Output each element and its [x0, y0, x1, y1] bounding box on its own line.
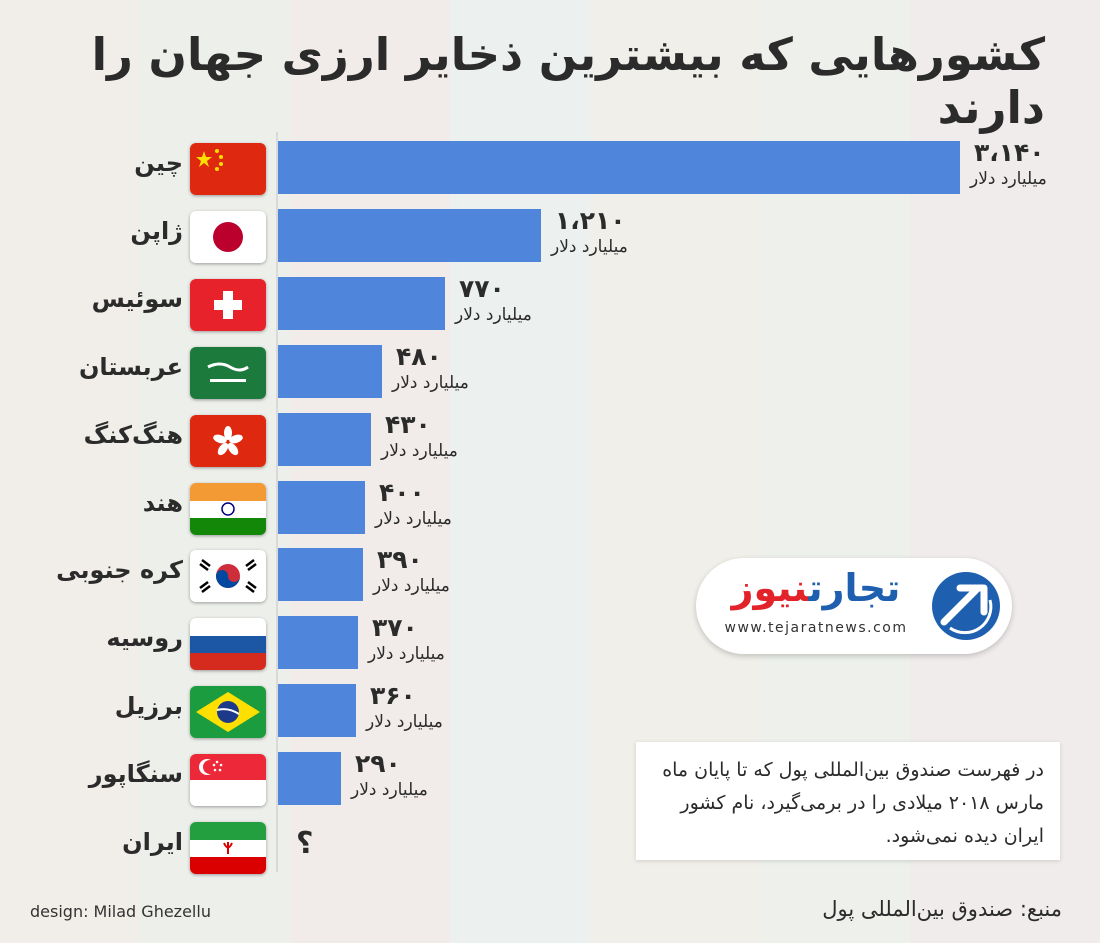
bar — [278, 548, 363, 602]
bar — [278, 412, 371, 466]
design-credit: design: Milad Ghezellu — [30, 902, 211, 921]
unit-label: میلیارد دلار — [375, 508, 452, 529]
data-label: ۷۷۰ — [459, 273, 505, 303]
india-flag — [190, 482, 266, 535]
unit-label: میلیارد دلار — [381, 440, 458, 461]
south-korea-flag — [190, 550, 266, 603]
tejarat-arrow-logo-icon — [932, 572, 1000, 640]
chart-row: روسیه ۳۷۰ میلیارد دلار — [0, 613, 1100, 672]
data-label: ۳۶۰ — [370, 681, 416, 711]
chart-row: برزیل ۳۶۰ میلیارد دلار — [0, 681, 1100, 740]
chart-row: سوئیس ۷۷۰ میلیارد دلار — [0, 273, 1100, 333]
logo-brand: تجارتنیوز — [712, 566, 920, 610]
bar — [278, 344, 382, 398]
chart-row: کره جنوبی ۳۹۰ میلیارد دلار — [0, 545, 1100, 604]
bar — [278, 684, 356, 738]
unknown-value-label: ؟ — [296, 826, 314, 861]
note-text: در فهرست صندوق بین‌المللی پول که تا پایا… — [662, 759, 1044, 847]
chart-row: سنگاپور ۲۹۰ میلیارد دلار — [0, 749, 1100, 808]
china-flag — [190, 143, 266, 195]
bar — [278, 208, 541, 262]
chart-row: هند ۴۰۰ میلیارد دلار — [0, 477, 1100, 537]
logo-url: www.tejaratnews.com — [724, 620, 908, 636]
category-label: کره جنوبی — [56, 556, 183, 585]
page-title: کشورهایی که بیشترین ذخایر ارزی جهان را د… — [91, 28, 1046, 134]
data-label: ۴۸۰ — [396, 341, 442, 371]
source-text: منبع: صندوق بین‌المللی پول — [822, 897, 1062, 921]
data-label: ۱،۲۱۰ — [555, 205, 626, 235]
unit-label: میلیارد دلار — [392, 372, 469, 393]
category-label: هند — [142, 488, 183, 517]
japan-flag — [190, 210, 266, 263]
unit-label: میلیارد دلار — [455, 304, 532, 325]
brazil-flag — [190, 686, 266, 739]
chart-row: عربستان ۴۸۰ میلیارد دلار — [0, 341, 1100, 401]
data-label: ۴۰۰ — [379, 477, 425, 507]
logo-brand-part1: تجارت — [808, 566, 901, 610]
category-label: هنگ‌کنگ — [83, 420, 183, 449]
y-axis-line — [276, 132, 278, 872]
category-label: عربستان — [78, 352, 183, 381]
bar — [278, 752, 341, 806]
note-box: در فهرست صندوق بین‌المللی پول که تا پایا… — [636, 742, 1060, 860]
unit-label: میلیارد دلار — [970, 169, 1047, 189]
logo-brand-part2: نیوز — [731, 566, 809, 610]
category-label: سنگاپور — [88, 760, 183, 789]
data-label: ۴۳۰ — [385, 409, 431, 439]
chart-row: چین ۳،۱۴۰ میلیارد دلار — [0, 138, 1100, 197]
unit-label: میلیارد دلار — [551, 236, 628, 257]
category-label: روسیه — [106, 624, 183, 653]
chart-row: هنگ‌کنگ ۴۳۰ میلیارد دلار — [0, 409, 1100, 469]
data-label: ۲۹۰ — [355, 749, 401, 779]
bar — [278, 616, 358, 670]
switzerland-flag — [190, 278, 266, 331]
russia-flag — [190, 618, 266, 671]
data-label: ۳،۱۴۰ — [974, 138, 1045, 167]
bar — [278, 276, 445, 330]
unit-label: میلیارد دلار — [366, 712, 443, 733]
category-label: سوئیس — [91, 284, 183, 313]
unit-label: میلیارد دلار — [351, 780, 428, 801]
bar — [278, 480, 365, 534]
saudi-arabia-flag — [190, 346, 266, 399]
singapore-flag — [190, 754, 266, 807]
hong-kong-flag — [190, 414, 266, 467]
tejaratnews-logo: تجارتنیوز www.tejaratnews.com — [696, 558, 1012, 654]
bar — [278, 141, 960, 194]
chart-row: ایران ؟ — [0, 820, 1100, 876]
unit-label: میلیارد دلار — [368, 644, 445, 665]
category-label: چین — [134, 149, 183, 177]
category-label: ژاپن — [130, 216, 183, 245]
category-label: برزیل — [114, 692, 183, 721]
data-label: ۳۷۰ — [372, 613, 418, 643]
data-label: ۳۹۰ — [377, 545, 423, 575]
chart-row: ژاپن ۱،۲۱۰ میلیارد دلار — [0, 205, 1100, 265]
iran-flag — [190, 822, 266, 874]
unit-label: میلیارد دلار — [373, 576, 450, 597]
category-label: ایران — [122, 828, 183, 856]
